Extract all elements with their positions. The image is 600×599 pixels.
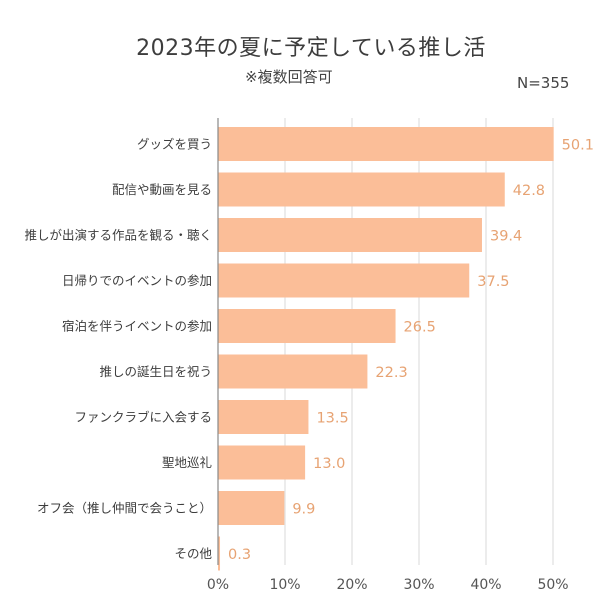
category-label: 配信や動画を見る <box>112 182 212 197</box>
x-tick-label: 0% <box>207 577 229 593</box>
bars <box>218 127 554 571</box>
category-label: オフ会（推し仲間で会うこと） <box>37 501 212 516</box>
bar <box>218 445 306 480</box>
category-label: 推しが出演する作品を観る・聴く <box>24 228 212 243</box>
category-label: 推しの誕生日を祝う <box>99 364 212 379</box>
bar <box>218 491 285 525</box>
x-tick-label: 20% <box>336 577 367 593</box>
x-tick-label: 50% <box>537 577 568 593</box>
value-label: 39.4 <box>490 229 522 245</box>
labels: 0% 10% 20% 30% 40% 50% グッズを買う 50.1 配信や動画を見る 42.8 推… <box>24 137 593 594</box>
chart-title: 2023年の夏に予定している推し活 <box>136 36 486 61</box>
bar <box>218 400 309 434</box>
value-label: 13.0 <box>313 456 345 472</box>
bar <box>218 354 368 389</box>
x-tick-label: 40% <box>470 577 501 593</box>
bar <box>218 536 221 571</box>
bar <box>218 263 470 298</box>
value-label: 9.9 <box>292 502 315 518</box>
value-label: 13.5 <box>316 411 348 427</box>
bar <box>218 309 396 343</box>
value-label: 37.5 <box>477 274 509 290</box>
category-label: ファンクラブに入会する <box>74 410 212 425</box>
x-tick-label: 10% <box>269 577 300 593</box>
category-label: その他 <box>174 546 212 561</box>
bar <box>218 218 482 252</box>
category-label: グッズを買う <box>137 137 212 152</box>
sample-size-label: N=355 <box>517 74 570 92</box>
bar <box>218 172 505 207</box>
category-label: 聖地巡礼 <box>162 455 212 470</box>
category-label: 宿泊を伴うイベントの参加 <box>62 319 212 334</box>
chart-subtitle: ※複数回答可 <box>245 68 333 86</box>
category-label: 日帰りでのイベントの参加 <box>62 273 212 288</box>
bar <box>218 127 554 161</box>
x-tick-label: 30% <box>403 577 434 593</box>
value-label: 22.3 <box>375 365 407 381</box>
value-label: 42.8 <box>513 183 545 199</box>
value-label: 50.1 <box>562 138 594 154</box>
value-label: 0.3 <box>228 547 251 563</box>
value-label: 26.5 <box>404 320 436 336</box>
